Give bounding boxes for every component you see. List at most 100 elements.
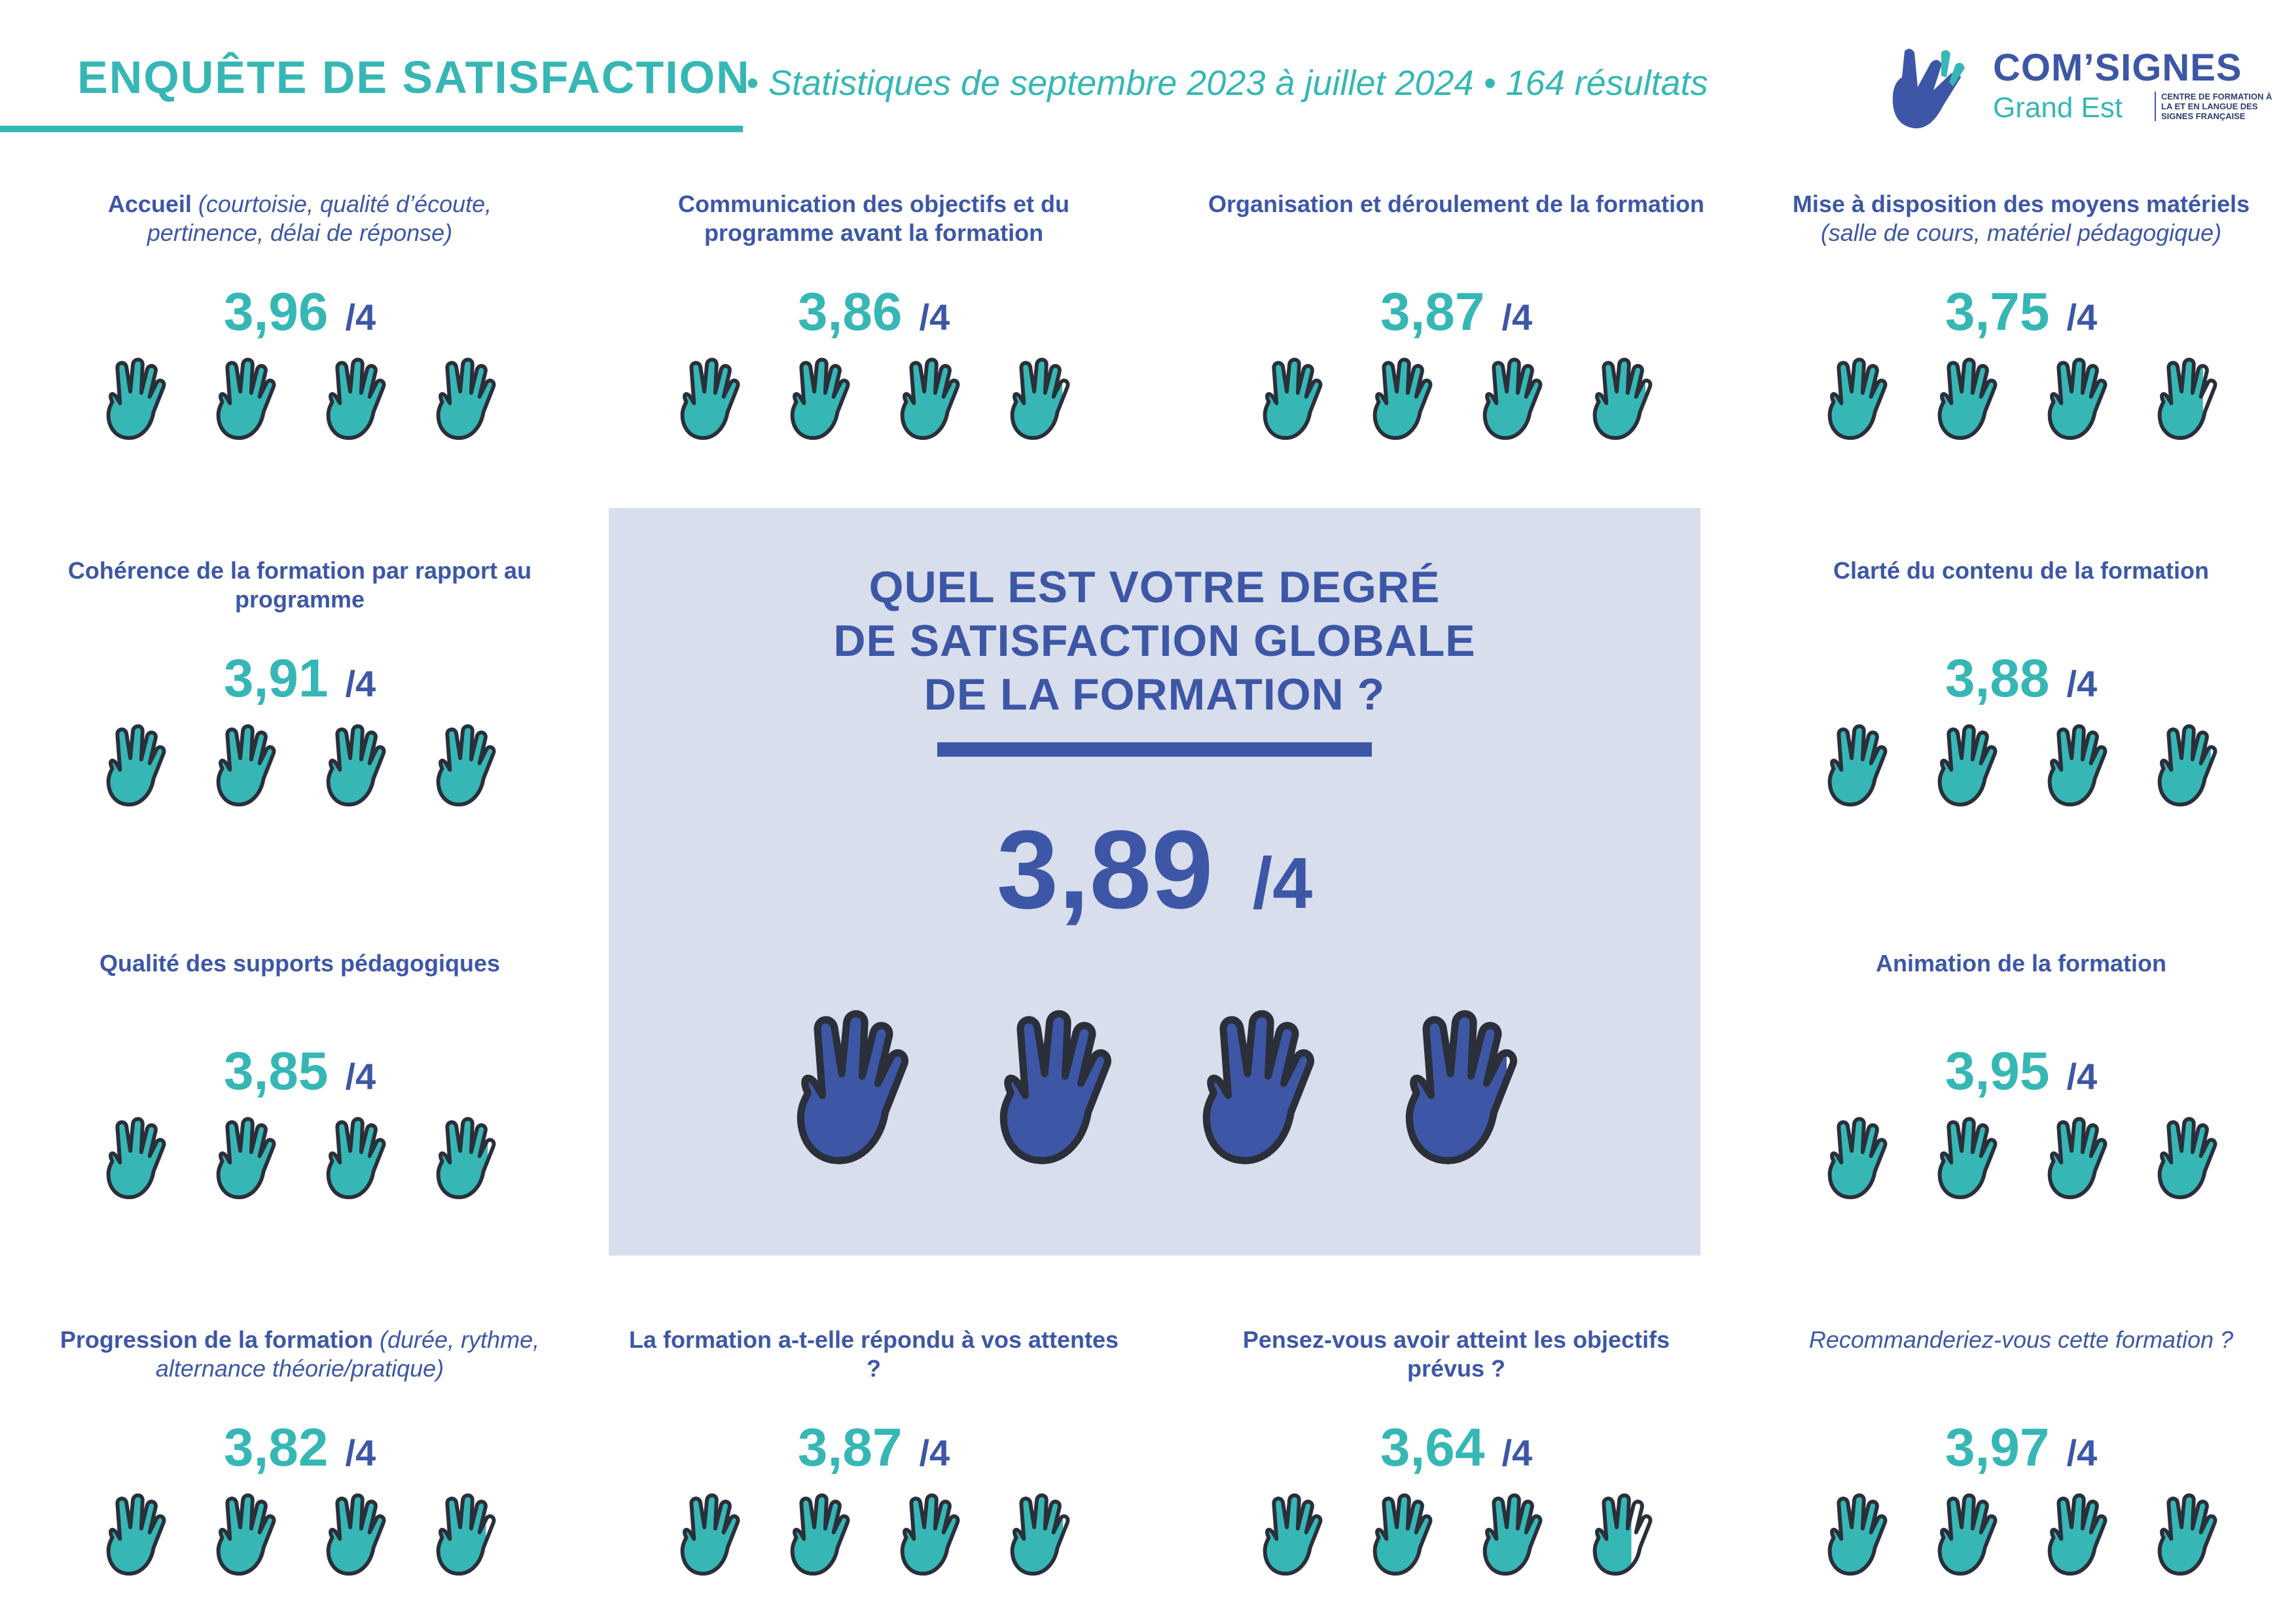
rating-card: Communication des objectifs et du progra… — [625, 190, 1122, 471]
card-title: Clarté du contenu de la formation — [1772, 556, 2270, 585]
hand-rating-icon — [1937, 1493, 1998, 1576]
card-title-main: Clarté du contenu de la formation — [1833, 557, 2210, 584]
card-score: 3,64/4 — [1208, 1417, 1705, 1479]
hand-rating-icon — [1937, 724, 1998, 807]
overall-question: QUEL EST VOTRE DEGRÉ DE SATISFACTION GLO… — [833, 562, 1476, 719]
logo-region: Grand Est — [1993, 92, 2123, 124]
hand-rating-icon — [1482, 357, 1543, 441]
rating-card: Recommanderiez-vous cette formation ? 3,9… — [1772, 1326, 2270, 1607]
hand-rating-icon — [436, 357, 496, 441]
hand-rating-icon — [1592, 1493, 1653, 1576]
card-title-main: Mise à disposition des moyens matériels — [1792, 190, 2250, 217]
card-score-value: 3,75 — [1945, 282, 2050, 342]
card-score-value: 3,95 — [1945, 1041, 2050, 1101]
card-score-denominator: /4 — [1501, 297, 1533, 338]
hand-rating-icon — [790, 357, 850, 441]
card-score-denominator: /4 — [345, 1056, 376, 1097]
card-hand-rating — [51, 355, 548, 453]
card-title: Organisation et déroulement de la format… — [1208, 190, 1705, 219]
card-score-value: 3,96 — [223, 282, 329, 342]
hand-rating-icon — [1827, 1493, 1888, 1576]
hand-rating-icon — [1010, 1493, 1070, 1576]
page-subtitle: • Statistiques de septembre 2023 à juill… — [746, 63, 1708, 103]
hand-rating-icon — [1592, 357, 1653, 441]
hand-rating-icon — [1827, 357, 1888, 441]
hand-rating-icon — [1482, 1493, 1543, 1576]
card-hand-rating — [625, 1490, 1122, 1589]
rating-card: Cohérence de la formation par rapport au… — [51, 556, 548, 838]
card-title: Qualité des supports pédagogiques — [51, 949, 548, 978]
card-score: 3,87/4 — [625, 1417, 1122, 1479]
hand-rating-icon — [106, 357, 166, 441]
card-title-main: Progression de la formation — [60, 1326, 373, 1353]
card-score: 3,96/4 — [51, 281, 548, 343]
card-hand-rating — [1208, 355, 1705, 453]
card-score-denominator: /4 — [2066, 297, 2098, 338]
hand-rating-icon — [2047, 1493, 2108, 1576]
overall-hand-rating — [609, 1005, 1700, 1182]
card-hand-rating — [51, 1490, 548, 1589]
rating-card: Qualité des supports pédagogiques 3,85/4 — [51, 949, 548, 1231]
brand-logo: COM’SIGNES Grand Est CENTRE DE FORMATION… — [1878, 38, 2284, 136]
card-score-denominator: /4 — [2066, 663, 2098, 704]
hand-rating-icon — [436, 1493, 496, 1576]
card-hand-rating — [1772, 1490, 2270, 1589]
rating-card: La formation a-t-elle répondu à vos atte… — [625, 1326, 1122, 1607]
card-title-main: Accueil — [107, 190, 192, 217]
hand-rating-icon — [680, 357, 740, 441]
card-hand-rating — [1208, 1490, 1705, 1589]
logo-name: COM’SIGNES — [1993, 46, 2242, 89]
card-title-note: (durée, rythme, alternance théorie/prati… — [155, 1326, 540, 1382]
card-title-note: (courtoisie, qualité d’écoute, pertinenc… — [147, 190, 492, 246]
card-score-denominator: /4 — [1501, 1432, 1533, 1473]
rating-card: Progression de la formation (durée, ryth… — [51, 1326, 548, 1607]
hand-rating-icon — [1263, 357, 1323, 441]
overall-score: 3,89/4 — [609, 806, 1700, 934]
hand-rating-icon — [1827, 1117, 1888, 1200]
card-score-denominator: /4 — [345, 1432, 376, 1473]
hand-rating-icon — [1263, 1493, 1323, 1576]
hand-rating-icon — [2047, 357, 2108, 441]
hand-rating-icon — [326, 1117, 386, 1200]
rating-card: Clarté du contenu de la formation 3,88/4 — [1772, 556, 2270, 838]
card-score-denominator: /4 — [345, 297, 376, 338]
card-title-main: Cohérence de la formation par rapport au… — [67, 557, 532, 613]
card-score-value: 3,86 — [797, 282, 903, 342]
hand-rating-icon — [797, 1010, 908, 1164]
card-hand-rating — [51, 1114, 548, 1212]
card-hand-rating — [51, 721, 548, 820]
card-score-value: 3,97 — [1945, 1418, 2050, 1477]
hand-rating-icon — [2047, 1117, 2108, 1200]
card-title-note: Recommanderiez-vous cette formation ? — [1808, 1326, 2234, 1353]
hand-rating-icon — [2157, 1117, 2217, 1200]
card-title: Recommanderiez-vous cette formation ? — [1772, 1326, 2270, 1354]
hand-rating-icon — [216, 1493, 276, 1576]
card-score-denominator: /4 — [2066, 1432, 2098, 1473]
hand-logo-icon — [1892, 48, 1965, 129]
hand-rating-icon — [216, 357, 276, 441]
card-score-value: 3,85 — [223, 1041, 329, 1101]
hand-rating-icon — [900, 357, 960, 441]
card-score-denominator: /4 — [2066, 1056, 2098, 1097]
hand-rating-icon — [106, 1117, 166, 1200]
rating-card: Accueil (courtoisie, qualité d’écoute, p… — [51, 190, 548, 471]
card-title-main: Pensez-vous avoir atteint les objectifs … — [1242, 1326, 1670, 1382]
hand-rating-icon — [1010, 357, 1070, 441]
hand-rating-icon — [436, 724, 496, 807]
card-score: 3,97/4 — [1772, 1417, 2270, 1479]
rating-card: Mise à disposition des moyens matériels … — [1772, 190, 2270, 471]
hand-rating-icon — [999, 1010, 1111, 1164]
hand-rating-icon — [216, 1117, 276, 1200]
card-title: Pensez-vous avoir atteint les objectifs … — [1208, 1326, 1705, 1383]
hand-rating-icon — [326, 357, 386, 441]
card-score-value: 3,91 — [223, 649, 329, 708]
card-title-note: (salle de cours, matériel pédagogique) — [1820, 219, 2222, 246]
hand-rating-icon — [2157, 724, 2217, 807]
hand-rating-icon — [1405, 1010, 1517, 1164]
hand-rating-icon — [2157, 357, 2217, 441]
card-title: Animation de la formation — [1772, 949, 2270, 978]
hand-rating-icon — [326, 724, 386, 807]
hand-rating-icon — [2157, 1493, 2217, 1576]
card-title: Progression de la formation (durée, ryth… — [51, 1326, 548, 1383]
card-title-main: Animation de la formation — [1875, 950, 2167, 977]
